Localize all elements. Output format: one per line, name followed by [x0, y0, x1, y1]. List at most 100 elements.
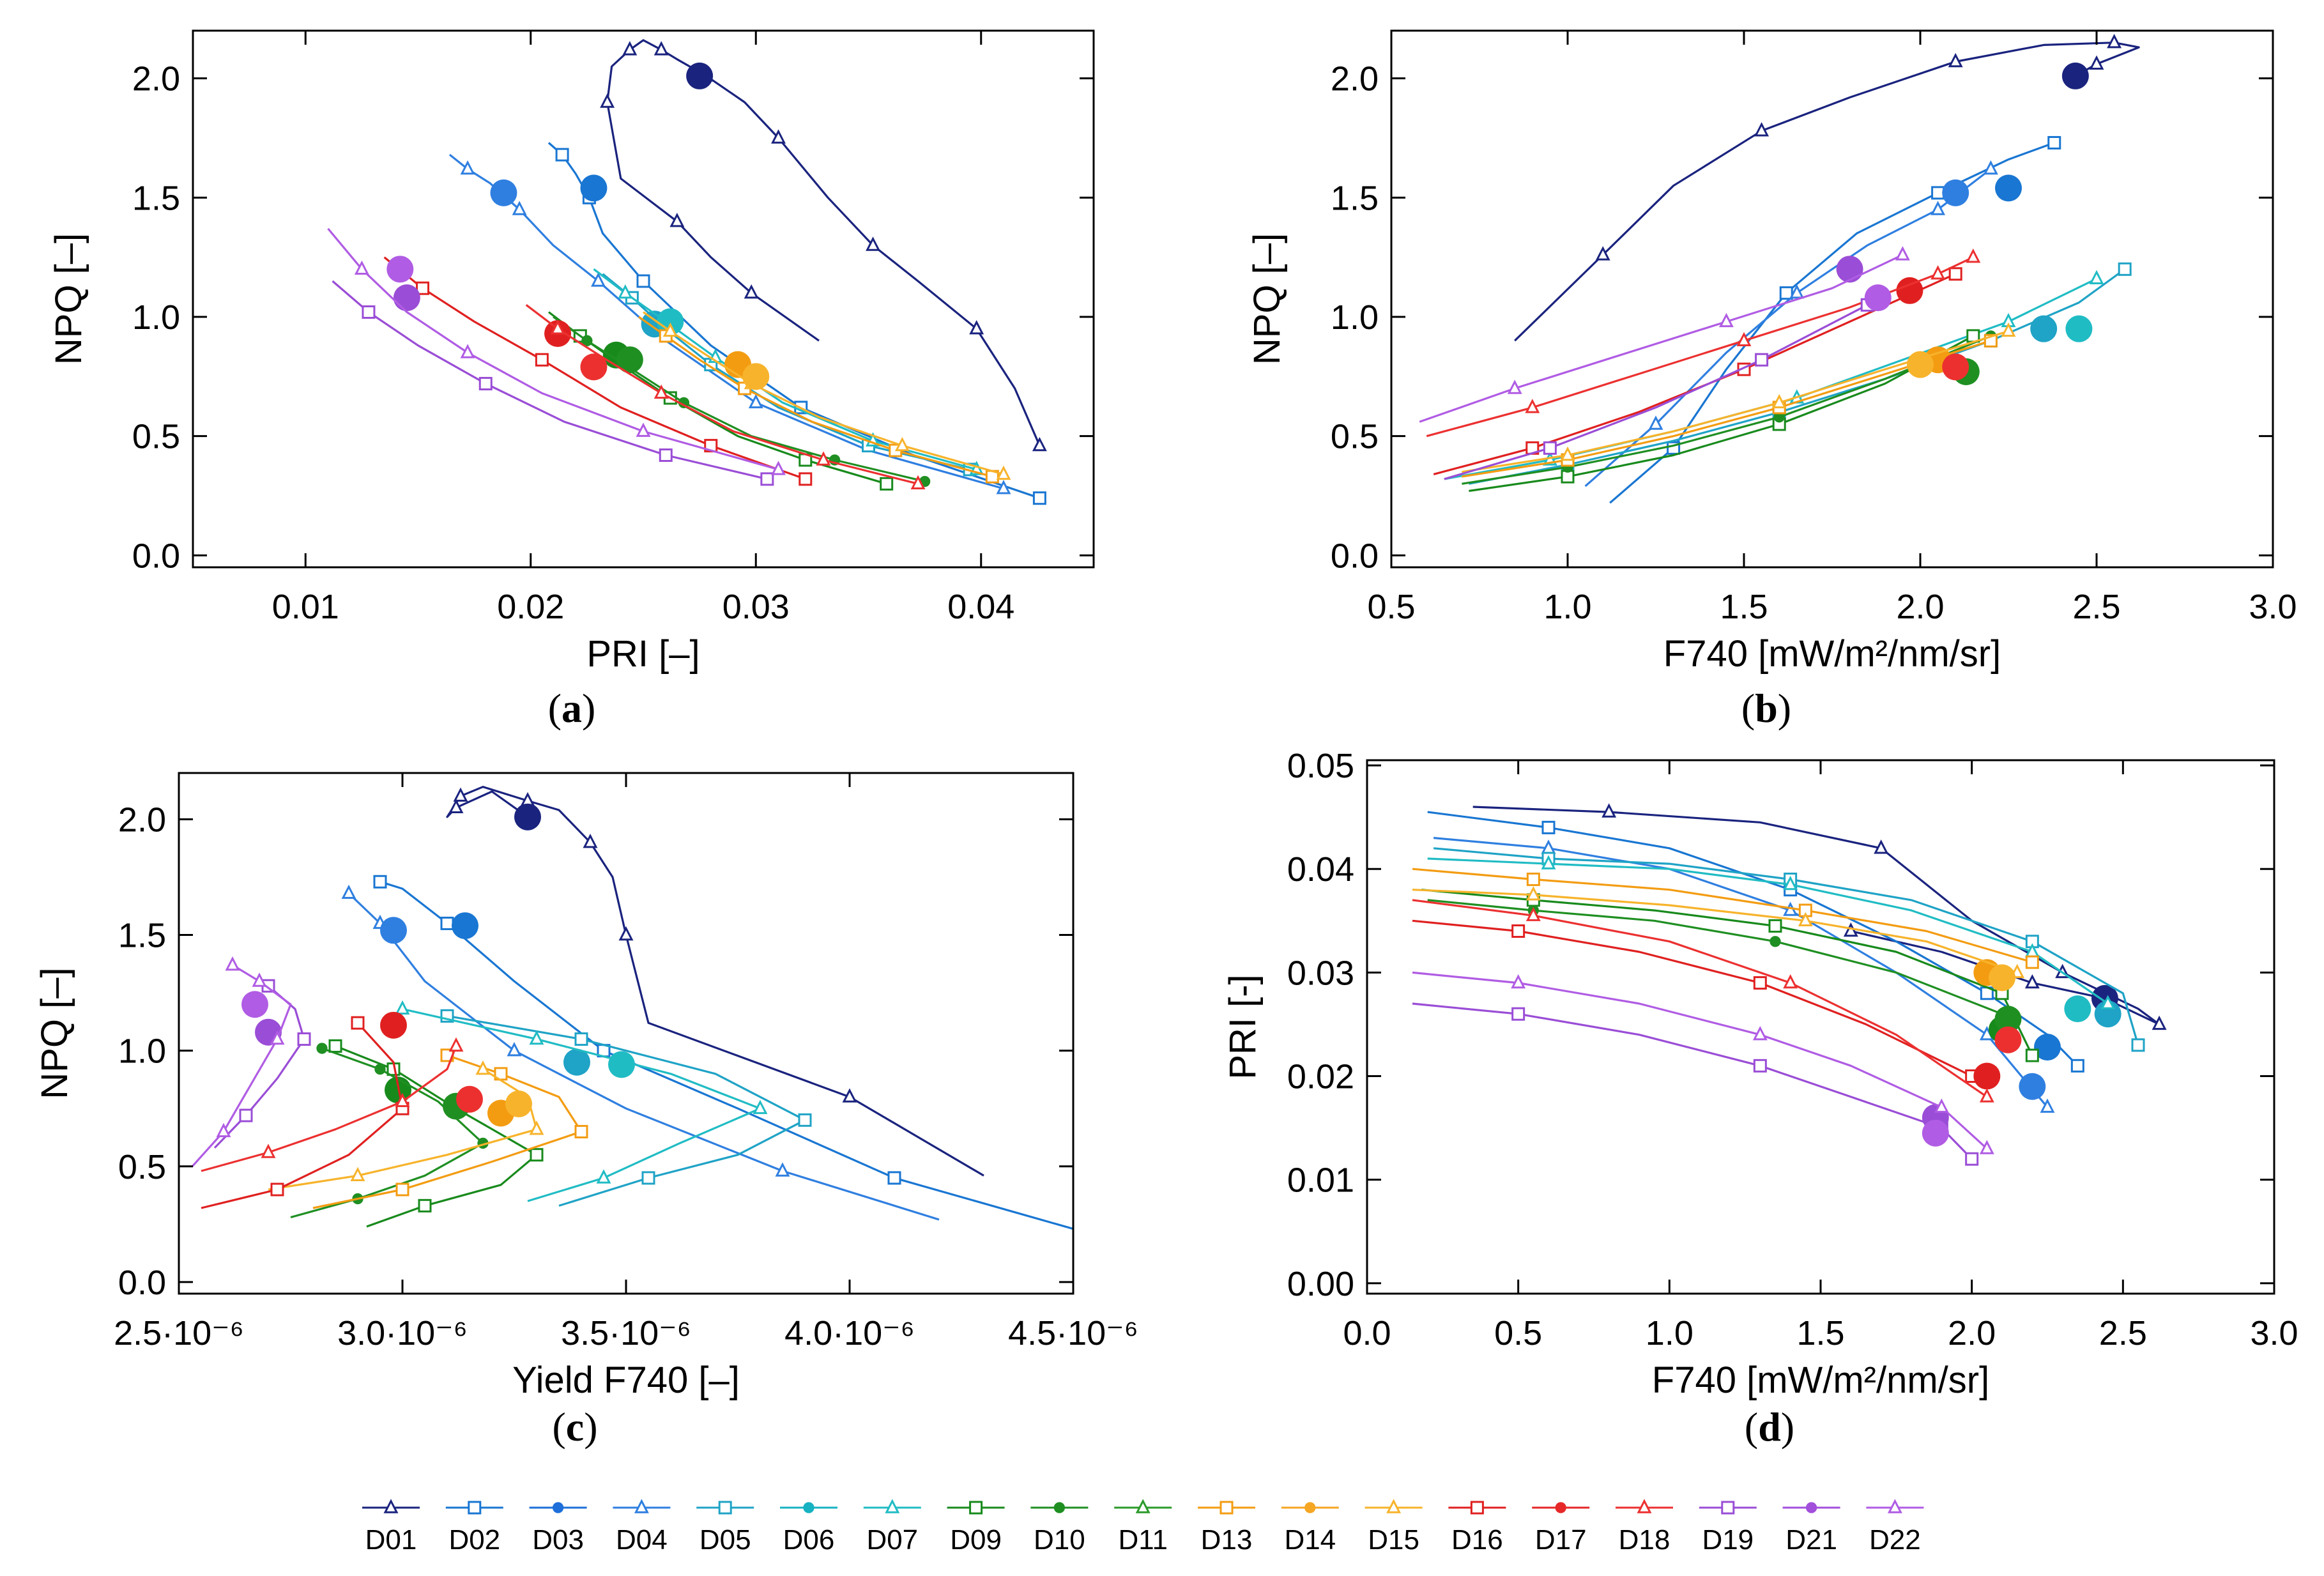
- x-tick-label: 0.03: [722, 588, 790, 626]
- point-D22: [216, 1122, 231, 1138]
- highlight-point-D04: [490, 179, 517, 206]
- point-D19: [1753, 1059, 1767, 1073]
- series-line-D10: [1462, 335, 1992, 485]
- legend-label: D07: [866, 1524, 918, 1556]
- point-D19: [239, 1108, 253, 1122]
- x-axis-label: F740 [mW/m²/nm/sr]: [1663, 633, 2001, 675]
- series-layer: [191, 786, 1073, 1230]
- point-D07: [596, 1169, 611, 1184]
- point-D22: [460, 344, 475, 358]
- panel-d: 0.0 0.5 1.0 1.5 2.0 2.5 3.0 0.00 0.01 0.02 0.03 0.0…: [1222, 747, 2298, 1450]
- legend-entry-D06: D06: [780, 1502, 837, 1556]
- point-D01: [654, 41, 669, 56]
- point-D22: [1511, 974, 1526, 989]
- point-D07: [2089, 270, 2104, 284]
- legend-marker: [1304, 1502, 1316, 1513]
- x-tick-label: 0.02: [497, 588, 564, 626]
- panel-label-letter: c: [566, 1404, 584, 1450]
- panels-layer: 0.01 0.02 0.03 0.04 0.0 0.5 1.0 1.5 2.0 PRI [–] NP…: [34, 29, 2298, 1450]
- point-D19: [297, 1032, 311, 1046]
- legend-label: D02: [448, 1524, 500, 1556]
- point-D19: [478, 377, 493, 391]
- point-D02: [1541, 820, 1556, 834]
- legend-entry-D10: D10: [1030, 1502, 1089, 1556]
- point-D04: [507, 1042, 522, 1057]
- point-D10: [1770, 936, 1781, 947]
- legend-marker: [634, 1499, 649, 1513]
- point-D04: [996, 480, 1011, 494]
- point-D01: [2024, 974, 2040, 989]
- y-tick-label: 0.03: [1287, 954, 1354, 992]
- point-D18: [1525, 399, 1540, 413]
- legend-marker: [1470, 1501, 1484, 1515]
- y-tick-label: 1.5: [132, 179, 180, 217]
- highlight-point-D18: [1942, 353, 1969, 381]
- point-D02: [555, 148, 569, 162]
- panel-label-open: (: [1741, 685, 1755, 731]
- point-D13: [395, 1182, 409, 1197]
- point-D04: [1983, 160, 1998, 175]
- point-D07: [1541, 855, 1556, 869]
- point-D04: [591, 272, 606, 287]
- panel-label-open: (: [1745, 1404, 1758, 1450]
- point-D22: [636, 422, 651, 437]
- point-D01: [771, 129, 786, 144]
- point-D18: [816, 451, 831, 466]
- highlight-point-D05: [2094, 1000, 2121, 1028]
- legend-label: D10: [1034, 1524, 1085, 1556]
- point-D18: [1736, 332, 1752, 347]
- highlight-point-D22: [386, 256, 414, 283]
- legend-label: D06: [783, 1524, 835, 1556]
- legend-label: D17: [1535, 1524, 1587, 1556]
- point-D18: [1930, 265, 1946, 280]
- legend-label: D15: [1368, 1524, 1419, 1556]
- series-line-D01: [606, 39, 1041, 447]
- point-D07: [753, 1099, 768, 1114]
- series-line-D22: [1419, 254, 1904, 423]
- x-tick-label: 2.5·10⁻⁶: [114, 1314, 244, 1352]
- panel-label-close: ): [1781, 1404, 1794, 1450]
- highlight-point-D05: [563, 1048, 590, 1076]
- panel-label: (a): [548, 685, 596, 731]
- y-tick-label: 1.0: [1331, 298, 1379, 337]
- legend-marker: [1135, 1499, 1151, 1513]
- point-D10: [316, 1043, 328, 1054]
- legend-entry-D11: D11: [1114, 1499, 1172, 1556]
- panel-a: 0.01 0.02 0.03 0.04 0.0 0.5 1.0 1.5 2.0 PRI [–] NP…: [48, 29, 1095, 731]
- y-tick-label: 1.0: [132, 298, 180, 337]
- y-tick-label: 0.00: [1287, 1265, 1354, 1303]
- panel-label: (d): [1745, 1404, 1794, 1450]
- point-D16: [535, 353, 549, 367]
- y-tick-label: 1.5: [118, 917, 166, 955]
- legend-entry-D15: D15: [1365, 1499, 1423, 1556]
- point-D18: [1966, 249, 1981, 263]
- point-D04: [748, 394, 763, 409]
- highlight-point-D01: [514, 803, 541, 830]
- highlight-point-D05: [2030, 315, 2058, 342]
- point-D01: [1948, 52, 1963, 68]
- x-tick-label: 3.0·10⁻⁶: [337, 1314, 468, 1352]
- highlight-point-D10: [616, 346, 643, 374]
- panel-label: (b): [1741, 685, 1791, 731]
- highlight-point-D16: [1896, 277, 1923, 304]
- point-D09: [418, 1198, 432, 1213]
- point-D01: [583, 834, 598, 848]
- point-D10: [374, 1063, 386, 1075]
- y-tick-label: 0.5: [132, 418, 180, 456]
- series-line-D19: [1444, 303, 1868, 480]
- series-line-D09: [1469, 335, 1974, 493]
- highlight-point-D02: [580, 174, 608, 202]
- y-tick-label: 0.5: [1331, 418, 1379, 456]
- highlight-point-D18: [456, 1085, 483, 1113]
- legend-label: D13: [1201, 1524, 1253, 1556]
- highlight-point-D10: [1994, 1006, 2022, 1033]
- point-D01: [2107, 34, 2122, 49]
- point-D15: [1525, 886, 1541, 901]
- legend-marker: [1053, 1502, 1066, 1513]
- x-tick-label: 2.0: [1948, 1314, 1996, 1352]
- legend-entry-D22: D22: [1866, 1499, 1924, 1556]
- panel-label: (c): [552, 1404, 597, 1450]
- highlight-point-D07: [2065, 315, 2093, 342]
- point-D18: [1783, 974, 1798, 989]
- plot-frame: [1390, 29, 2274, 569]
